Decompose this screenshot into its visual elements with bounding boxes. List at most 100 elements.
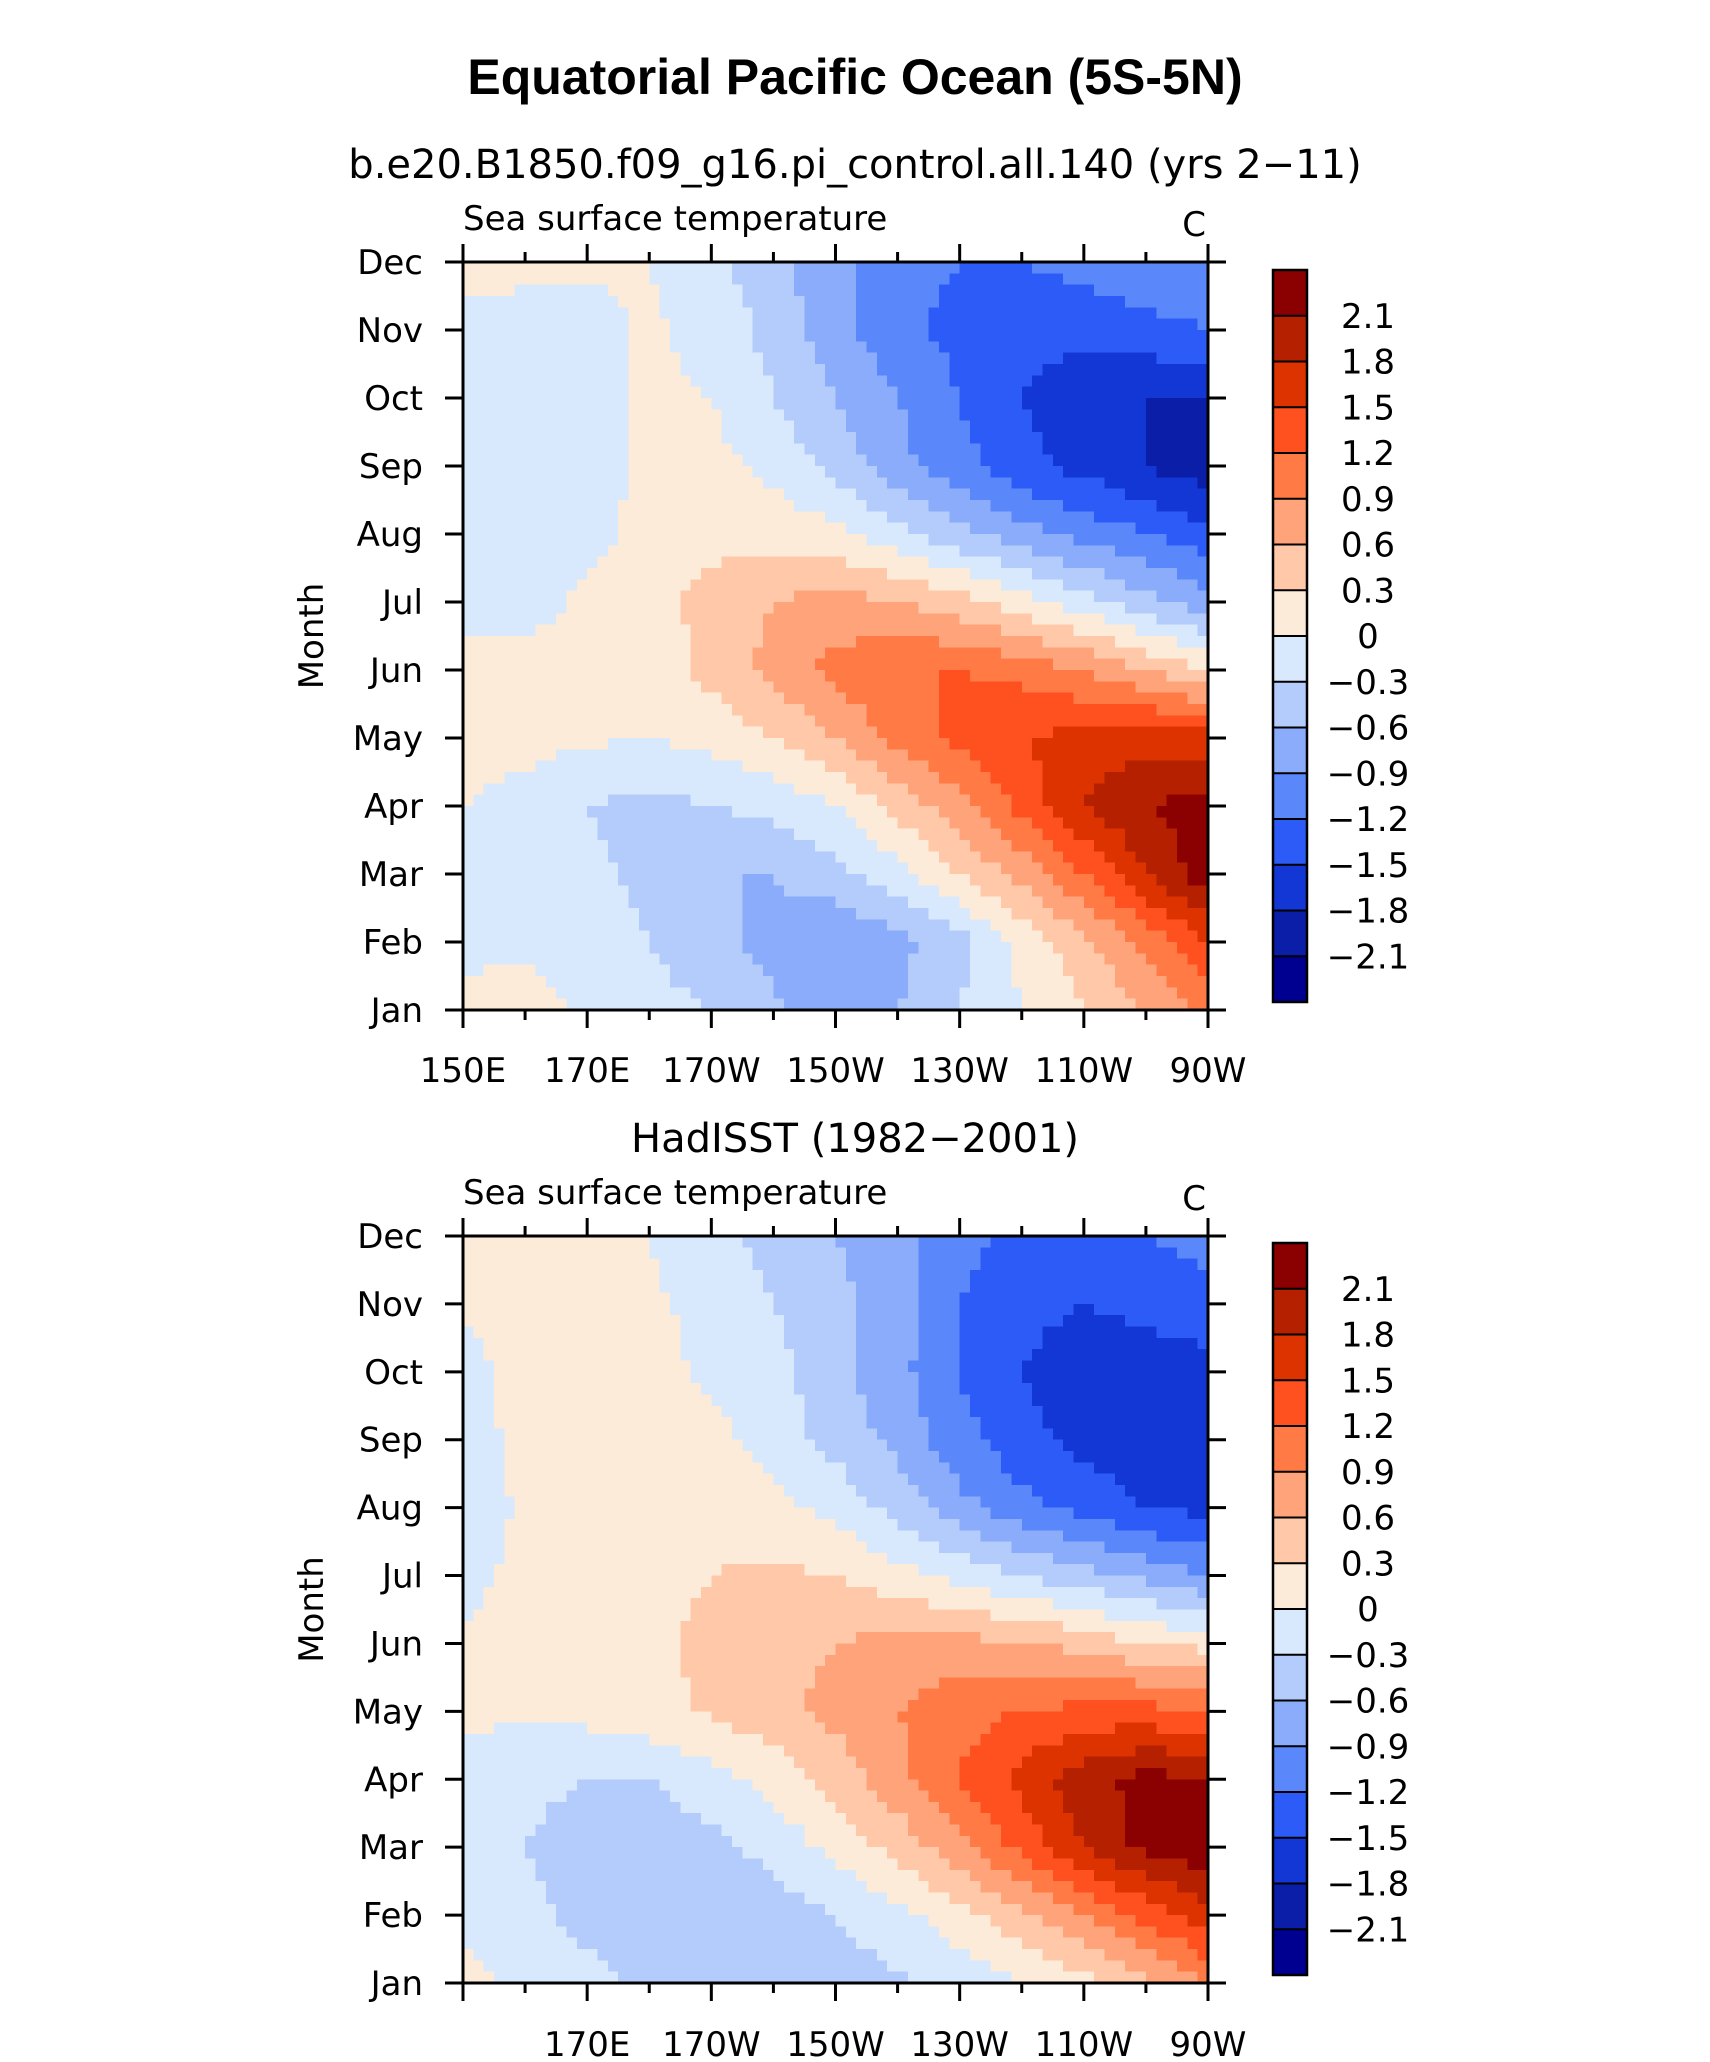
- heat-cell: [928, 477, 940, 490]
- heat-cell: [535, 556, 547, 569]
- heat-cell: [483, 987, 495, 1000]
- heat-cell: [1187, 330, 1199, 342]
- heat-cell: [545, 658, 557, 671]
- heat-cell: [1083, 307, 1095, 320]
- heat-cell: [938, 828, 950, 841]
- heat-cell: [587, 511, 599, 524]
- heat-cell: [897, 1247, 909, 1260]
- heat-cell: [1197, 624, 1209, 637]
- heat-cell: [1176, 466, 1188, 478]
- heat-cell: [473, 296, 485, 308]
- heat-cell: [845, 896, 857, 909]
- heat-cell: [525, 613, 537, 626]
- heat-cell: [1001, 545, 1013, 558]
- colorbar-swatch: [1273, 270, 1307, 317]
- heat-cell: [773, 806, 785, 818]
- heat-cell: [607, 794, 619, 807]
- heat-cell: [1104, 375, 1116, 388]
- heat-cell: [887, 262, 899, 274]
- heat-cell: [845, 477, 857, 490]
- heat-cell: [825, 772, 837, 784]
- heat-cell: [959, 443, 971, 456]
- heat-cell: [483, 964, 495, 977]
- heat-cell: [783, 738, 795, 750]
- heat-cell: [649, 783, 661, 796]
- heat-cell: [587, 636, 599, 648]
- heat-cell: [649, 318, 661, 331]
- heat-cell: [721, 738, 733, 750]
- heat-cell: [804, 840, 816, 852]
- heat-cell: [700, 998, 712, 1011]
- heat-cell: [794, 511, 806, 524]
- heat-cell: [597, 896, 609, 909]
- heat-cell: [732, 262, 743, 274]
- heat-cell: [783, 556, 795, 569]
- heat-cell: [752, 386, 764, 399]
- heat-cell: [752, 398, 764, 410]
- heat-cell: [721, 885, 733, 898]
- heat-cell: [804, 908, 816, 920]
- heat-cell: [980, 749, 992, 762]
- heat-cell: [1073, 874, 1085, 886]
- heat-cell: [1042, 658, 1054, 671]
- heat-cell: [907, 908, 919, 920]
- heat-cell: [1176, 296, 1188, 308]
- heat-cell: [473, 534, 485, 546]
- heat-cell: [773, 715, 785, 728]
- heat-cell: [970, 330, 981, 342]
- heat-cell: [732, 522, 743, 535]
- heat-cell: [876, 409, 888, 422]
- heat-cell: [566, 352, 578, 365]
- heat-cell: [1052, 681, 1064, 694]
- heat-cell: [907, 352, 919, 365]
- heat-cell: [918, 817, 930, 830]
- heat-cell: [514, 806, 526, 818]
- heat-cell: [949, 806, 961, 818]
- heat-cell: [566, 862, 578, 875]
- heat-cell: [1156, 874, 1168, 886]
- heat-cell: [638, 647, 650, 660]
- heat-cell: [918, 432, 930, 444]
- heat-cell: [618, 828, 630, 841]
- heat-cell: [597, 488, 609, 501]
- heat-cell: [525, 500, 537, 512]
- heat-cell: [1083, 500, 1095, 512]
- heat-cell: [928, 624, 940, 637]
- heat-cell: [804, 522, 816, 535]
- heat-cell: [1135, 851, 1147, 864]
- heat-cell: [721, 840, 733, 852]
- heat-cell: [638, 862, 650, 875]
- heat-cell: [959, 976, 971, 988]
- heat-cell: [990, 840, 1002, 852]
- heat-cell: [773, 647, 785, 660]
- heat-cell: [918, 976, 930, 988]
- heat-cell: [669, 568, 681, 580]
- heat-cell: [607, 704, 619, 716]
- heat-cell: [618, 942, 630, 954]
- heat-cell: [649, 602, 661, 614]
- heat-cell: [1094, 262, 1106, 274]
- heat-cell: [721, 443, 733, 456]
- heat-cell: [1135, 862, 1147, 875]
- heat-cell: [680, 658, 692, 671]
- heat-cell: [1166, 976, 1178, 988]
- heat-cell: [504, 806, 516, 818]
- heat-cell: [856, 1247, 868, 1260]
- heat-cell: [876, 590, 888, 603]
- heat-cell: [649, 420, 661, 433]
- heat-cell: [1094, 511, 1106, 524]
- heat-cell: [732, 477, 743, 490]
- heat-cell: [525, 885, 537, 898]
- heat-cell: [545, 443, 557, 456]
- heat-cell: [618, 704, 630, 716]
- heat-cell: [938, 273, 950, 286]
- heat-cell: [980, 930, 992, 943]
- heat-cell: [866, 284, 878, 297]
- heat-cell: [1021, 364, 1033, 376]
- heat-cell: [618, 590, 630, 603]
- heat-cell: [545, 466, 557, 478]
- heat-cell: [494, 874, 505, 886]
- heat-cell: [1166, 307, 1178, 320]
- heat-cell: [504, 964, 516, 977]
